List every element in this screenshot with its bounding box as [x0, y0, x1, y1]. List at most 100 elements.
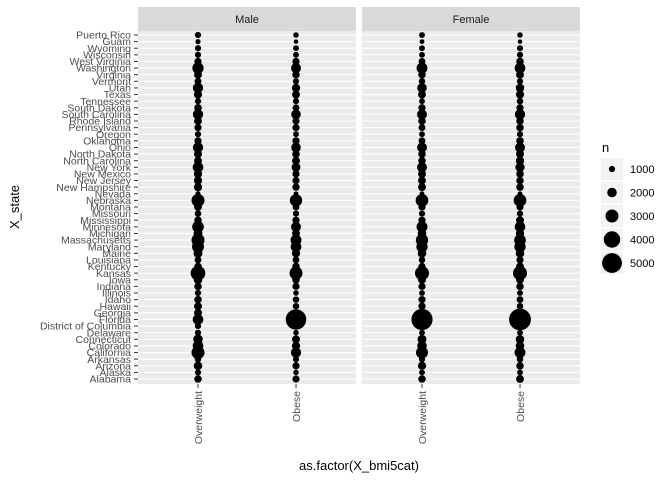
- data-point: [515, 83, 525, 93]
- data-point: [292, 90, 300, 99]
- data-point: [418, 210, 426, 217]
- panels: Male Female: [138, 7, 580, 384]
- data-point: [293, 191, 299, 197]
- series-female-overweight: [411, 32, 433, 383]
- data-point: [194, 210, 202, 217]
- data-point: [292, 117, 300, 125]
- data-point: [418, 169, 426, 178]
- data-point: [418, 375, 426, 383]
- y-tick-label: Arkansas: [87, 354, 131, 366]
- data-point: [192, 161, 204, 173]
- data-point: [292, 229, 300, 238]
- y-tick-label: Mississippi: [80, 215, 131, 227]
- data-point: [194, 124, 202, 132]
- data-point: [513, 194, 527, 207]
- data-point: [516, 183, 524, 191]
- data-point: [192, 314, 204, 325]
- data-point: [514, 221, 526, 233]
- data-point: [194, 131, 202, 138]
- data-point: [194, 51, 202, 58]
- legend-label: 5000: [630, 258, 654, 270]
- legend-key-point: [602, 253, 622, 273]
- data-point: [516, 131, 524, 138]
- legend-label: 2000: [630, 188, 654, 200]
- data-point: [292, 262, 300, 271]
- data-point: [418, 309, 426, 317]
- data-point: [516, 216, 524, 225]
- data-point: [517, 39, 523, 44]
- y-tick-label: Guam: [102, 36, 131, 48]
- data-point: [515, 335, 525, 344]
- data-point: [292, 170, 300, 178]
- data-point: [292, 216, 300, 224]
- data-point: [194, 262, 202, 271]
- data-point: [293, 39, 299, 44]
- x-tick-label: Obese: [515, 391, 527, 422]
- data-point: [516, 137, 524, 145]
- y-tick-label: North Carolina: [63, 155, 131, 167]
- y-tick-label: Arizona: [95, 360, 131, 372]
- data-point: [293, 329, 299, 336]
- data-point: [515, 156, 525, 165]
- data-point: [195, 39, 201, 45]
- x-tick-label: Overweight: [193, 391, 205, 444]
- data-point: [418, 78, 426, 85]
- data-point: [291, 109, 301, 120]
- data-point: [292, 362, 300, 370]
- data-point: [194, 57, 202, 66]
- data-point: [194, 137, 202, 145]
- x-tick-label: Obese: [291, 391, 303, 422]
- data-point: [517, 191, 523, 197]
- y-tick-label: Georgia: [94, 307, 132, 319]
- data-point: [292, 176, 300, 185]
- legend-label: 4000: [630, 235, 654, 247]
- data-point: [192, 109, 204, 120]
- data-point: [293, 131, 299, 138]
- data-point: [291, 221, 301, 232]
- y-tick-label: Colorado: [88, 341, 131, 353]
- data-point: [416, 62, 428, 74]
- data-point: [292, 57, 300, 66]
- data-point: [419, 329, 425, 336]
- y-tick-label: Delaware: [87, 327, 132, 339]
- data-point: [293, 45, 299, 52]
- legend-title: n: [602, 140, 609, 155]
- data-point: [516, 170, 524, 178]
- data-point: [418, 216, 426, 224]
- data-point: [418, 58, 426, 65]
- data-point: [516, 78, 524, 85]
- data-point: [516, 262, 524, 271]
- y-tick-label: Kansas: [96, 268, 131, 280]
- data-point: [194, 103, 202, 112]
- data-point: [292, 296, 300, 303]
- data-point: [512, 266, 528, 281]
- data-point: [292, 356, 300, 363]
- data-point: [285, 309, 307, 330]
- facet-panel-female: Female: [362, 7, 580, 384]
- data-point: [416, 221, 428, 233]
- data-point: [515, 90, 525, 99]
- y-tick-label: Nevada: [95, 188, 131, 200]
- data-point: [418, 302, 426, 310]
- legend-label: 3000: [630, 211, 654, 223]
- data-point: [191, 193, 205, 207]
- data-point: [292, 302, 300, 310]
- data-point: [292, 375, 300, 383]
- data-point: [194, 369, 202, 376]
- data-point: [292, 256, 300, 264]
- y-tick-label: Vermont: [92, 76, 131, 88]
- y-tick-label: Maine: [102, 248, 131, 260]
- data-point: [516, 150, 524, 159]
- legend-label: 1000: [630, 164, 654, 176]
- data-point: [415, 194, 429, 207]
- data-point: [515, 341, 525, 351]
- data-point: [192, 142, 204, 153]
- y-tick-label: Minnesota: [83, 221, 132, 233]
- x-axis-title: as.factor(X_bmi5cat): [299, 458, 419, 473]
- data-point: [516, 256, 524, 264]
- data-point: [414, 266, 430, 281]
- data-point: [417, 109, 427, 120]
- data-point: [415, 233, 429, 247]
- data-point: [292, 210, 300, 217]
- data-point: [190, 265, 206, 281]
